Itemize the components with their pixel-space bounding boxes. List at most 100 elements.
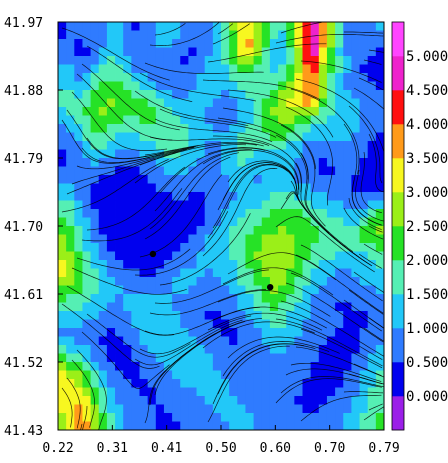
heatmap-cell	[115, 294, 124, 303]
streamline	[139, 72, 256, 102]
heatmap-cell	[318, 107, 328, 116]
heatmap-cell	[106, 260, 116, 269]
heatmap-cell	[294, 175, 303, 184]
heatmap-cell	[98, 166, 108, 176]
heatmap-cell	[318, 73, 328, 82]
heatmap-cell	[278, 379, 287, 388]
heatmap-cell	[82, 39, 91, 48]
heatmap-cell	[253, 141, 263, 150]
heatmap-cell	[343, 183, 352, 193]
streamline	[61, 158, 169, 213]
heatmap-cell	[269, 362, 279, 371]
heatmap-cell	[106, 98, 116, 108]
heatmap-cell	[335, 98, 344, 108]
heatmap-cell	[253, 39, 263, 48]
heatmap-cell	[229, 192, 238, 201]
heatmap-cell	[204, 192, 214, 201]
streamline	[71, 149, 187, 185]
heatmap-cell	[221, 115, 230, 125]
heatmap-cell	[221, 107, 230, 116]
heatmap-cell	[269, 251, 279, 261]
heatmap-cell	[237, 209, 246, 218]
heatmap-cell	[318, 217, 328, 227]
heatmap-cell	[66, 260, 75, 269]
heatmap-cell	[131, 404, 140, 414]
streamline	[295, 78, 385, 152]
heatmap-cell	[326, 64, 336, 74]
heatmap-cell	[58, 370, 67, 380]
heatmap-cell	[351, 328, 360, 337]
heatmap-cell	[163, 64, 173, 74]
heatmap-cell	[98, 362, 108, 371]
heatmap-cell	[302, 353, 312, 363]
heatmap-cell	[286, 132, 295, 142]
x-tick-label: 0.60	[260, 441, 291, 456]
heatmap-cell	[237, 141, 246, 150]
y-tick-label: 41.97	[4, 16, 43, 31]
heatmap-cell	[212, 370, 222, 380]
heatmap-cell	[155, 353, 165, 363]
heatmap-cell	[302, 226, 312, 235]
heatmap-cell	[98, 404, 108, 414]
heatmap-cell	[375, 64, 385, 74]
heatmap-cell	[90, 336, 100, 346]
heatmap-cell	[90, 98, 100, 108]
heatmap-cell	[375, 73, 385, 82]
heatmap-cell	[269, 81, 279, 91]
heatmap-cell	[229, 98, 238, 108]
heatmap-cell	[318, 56, 328, 65]
heatmap-cell	[318, 277, 328, 286]
heatmap-cell	[180, 158, 189, 167]
heatmap-cell	[261, 387, 271, 397]
heatmap-cell	[204, 226, 214, 235]
streamline	[76, 349, 107, 430]
heatmap-cell	[212, 158, 222, 167]
heatmap-cell	[115, 251, 124, 261]
heatmap-cell	[269, 166, 279, 176]
heatmap-cell	[375, 124, 385, 133]
heatmap-cell	[115, 370, 124, 380]
heatmap-cell	[155, 132, 165, 142]
heatmap-cell	[115, 73, 124, 82]
streamline	[300, 152, 354, 252]
heatmap-cell	[302, 30, 312, 40]
streamline	[348, 197, 382, 230]
heatmap-cell	[131, 353, 140, 363]
heatmap-cell	[90, 319, 100, 329]
heatmap-cell	[212, 311, 222, 320]
heatmap-cell	[139, 370, 149, 380]
heatmap-cell	[98, 107, 108, 116]
heatmap-cell	[278, 421, 287, 431]
x-axis: 0.22 0.31 0.41 0.50 0.60 0.70 0.79	[42, 425, 400, 456]
heatmap-cell	[66, 302, 75, 312]
heatmap-cell	[326, 234, 336, 244]
heatmap-cell	[74, 285, 83, 295]
heatmap-cell	[90, 404, 100, 414]
heatmap-cell	[261, 379, 271, 388]
heatmap-cell	[269, 124, 279, 133]
streamline	[154, 149, 252, 212]
heatmap-cell	[82, 81, 91, 91]
heatmap-cell	[196, 132, 206, 142]
heatmap-cell	[66, 226, 75, 235]
heatmap-cell	[155, 336, 165, 346]
heatmap-cell	[286, 294, 295, 303]
heatmap-cell	[131, 234, 140, 244]
heatmap-cell	[318, 353, 328, 363]
streamline	[144, 306, 260, 336]
marker-point	[149, 250, 157, 258]
heatmap-cell	[326, 200, 336, 210]
heatmap-cell	[245, 73, 254, 82]
heatmap-cell	[74, 175, 83, 184]
heatmap-cell	[147, 243, 157, 252]
heatmap-cell	[188, 243, 197, 252]
streamline	[86, 45, 193, 103]
heatmap-cell	[131, 200, 140, 210]
heatmap-cell	[318, 362, 328, 371]
heatmap-cell	[66, 30, 75, 40]
heatmap-cell	[90, 379, 100, 388]
heatmap-cell	[131, 311, 140, 320]
streamline	[71, 359, 95, 428]
heatmap-cell	[106, 251, 116, 261]
streamline	[217, 162, 298, 211]
